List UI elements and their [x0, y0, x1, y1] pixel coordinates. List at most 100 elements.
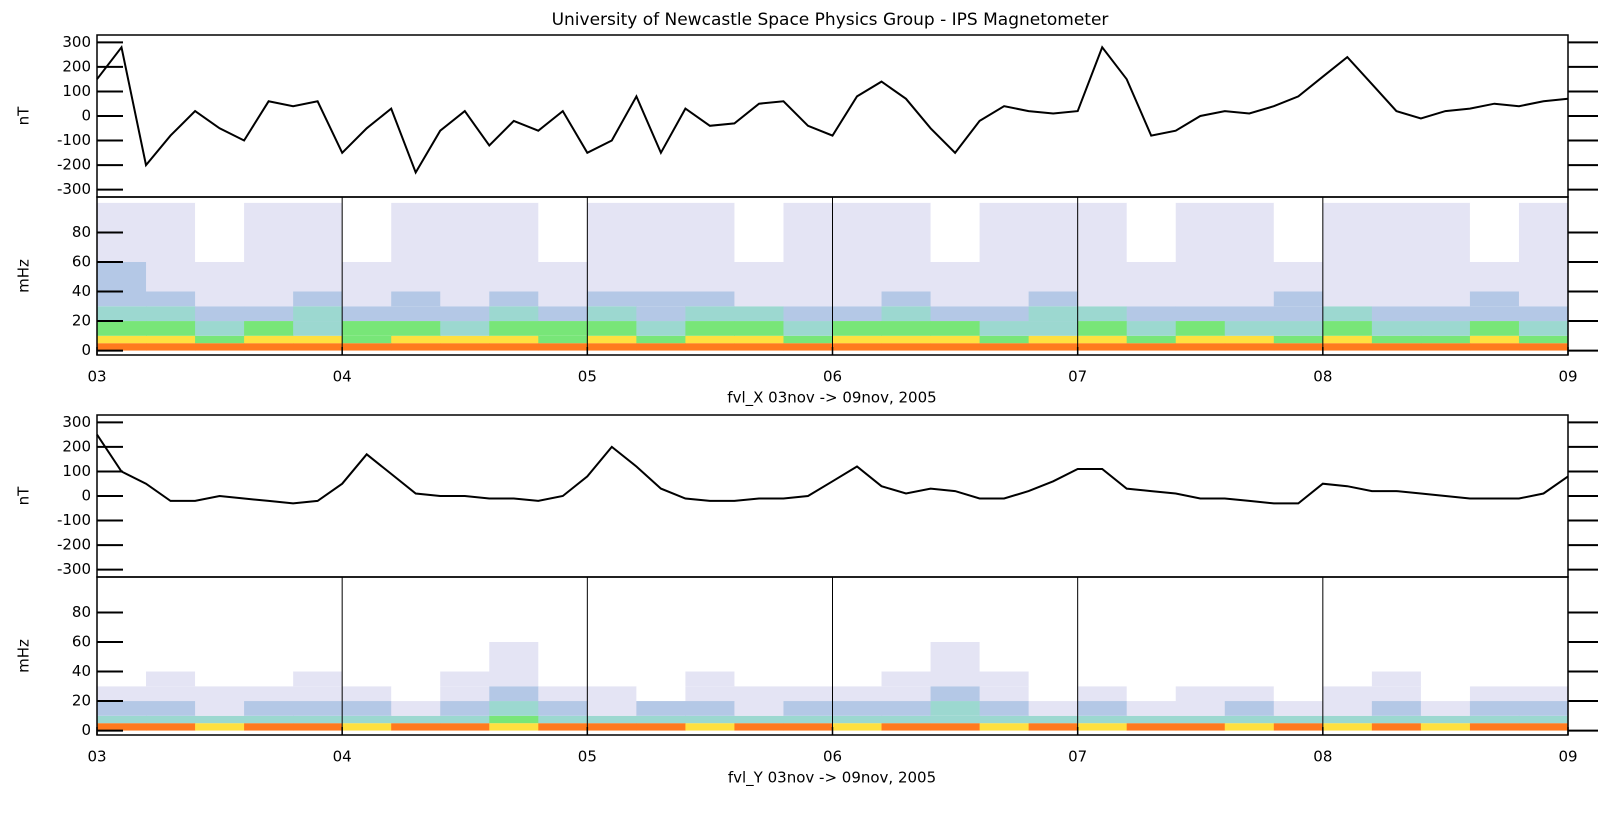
heat-cell — [783, 715, 833, 724]
heat-cell — [587, 291, 637, 307]
heat-cell — [832, 291, 883, 307]
heat-cell — [342, 291, 392, 307]
heat-cell — [1175, 723, 1226, 731]
heat-cell — [440, 335, 490, 344]
heat-cell — [685, 686, 735, 702]
heat-cell — [244, 261, 294, 292]
heat-cell — [734, 641, 784, 672]
heat-cell — [881, 582, 932, 642]
heat-cell — [1469, 291, 1520, 307]
heat-cell — [1273, 321, 1324, 336]
heat-cell — [1371, 671, 1422, 687]
heat-cell — [1273, 291, 1324, 307]
heat-cell — [930, 582, 981, 642]
heat-cell — [1420, 202, 1471, 262]
heat-cell — [1077, 671, 1128, 687]
heat-cell — [391, 671, 441, 687]
heat-cell — [783, 343, 833, 351]
heat-cell — [832, 306, 883, 322]
heat-cell — [1028, 671, 1079, 687]
heat-cell — [146, 701, 196, 716]
heat-cell — [146, 671, 196, 687]
x-tick-label: 03 — [87, 368, 106, 386]
heat-cell — [1224, 723, 1275, 731]
heat-cell — [391, 641, 441, 672]
heat-cell — [342, 261, 392, 292]
heat-cell — [881, 701, 932, 716]
heat-cell — [832, 261, 883, 292]
heat-cell — [1518, 343, 1569, 351]
y-axis-label: nT — [15, 106, 33, 126]
heat-cell — [1469, 343, 1520, 351]
y-tick-label: 0 — [81, 107, 91, 125]
y-tick-label: -100 — [57, 131, 91, 149]
heat-cell — [1126, 202, 1177, 262]
heat-cell — [930, 723, 981, 731]
heat-cell — [1469, 335, 1520, 344]
heat-cell — [1224, 321, 1275, 336]
heat-cell — [881, 261, 932, 292]
heat-cell — [783, 701, 833, 716]
heat-cell — [783, 291, 833, 307]
y-tick-label: 20 — [72, 312, 91, 330]
y-tick-label: 100 — [62, 462, 91, 480]
heat-cell — [489, 582, 539, 642]
heat-cell — [1077, 291, 1128, 307]
heat-cell — [881, 715, 932, 724]
heat-cell — [244, 671, 294, 687]
heat-cell — [832, 715, 883, 724]
heat-cell — [1322, 202, 1373, 262]
heat-cell — [97, 335, 147, 344]
heat-cell — [489, 306, 539, 322]
heat-cell — [293, 261, 343, 292]
heat-cell — [195, 686, 245, 702]
heat-cell — [146, 723, 196, 731]
heat-cell — [1028, 291, 1079, 307]
heat-cell — [979, 715, 1030, 724]
heat-cell — [538, 686, 588, 702]
heat-cell — [1420, 291, 1471, 307]
heat-cell — [832, 321, 883, 336]
heat-cell — [391, 701, 441, 716]
heat-cell — [1371, 335, 1422, 344]
panel: -300 -200 -100 0 100 200 300 nT — [15, 413, 1598, 578]
heat-cell — [440, 686, 490, 702]
y-tick-label: -100 — [57, 511, 91, 529]
heat-cell — [342, 202, 392, 262]
heat-cell — [1077, 343, 1128, 351]
heat-cell — [930, 202, 981, 262]
heat-cell — [342, 715, 392, 724]
heat-cell — [881, 671, 932, 687]
heat-cell — [1077, 306, 1128, 322]
heat-cell — [587, 701, 637, 716]
heat-cell — [293, 701, 343, 716]
heat-cell — [293, 715, 343, 724]
heat-cell — [1077, 701, 1128, 716]
heat-cell — [1224, 202, 1275, 262]
heat-cell — [783, 641, 833, 672]
y-tick-label: 60 — [72, 632, 91, 650]
heat-cell — [146, 343, 196, 351]
heat-cell — [930, 715, 981, 724]
heat-cell — [440, 641, 490, 672]
heat-cell — [1518, 671, 1569, 687]
heat-cell — [979, 202, 1030, 262]
heat-cell — [1322, 641, 1373, 672]
heat-cell — [244, 686, 294, 702]
heat-cell — [881, 641, 932, 672]
heat-cell — [1224, 261, 1275, 292]
heat-cell — [244, 321, 294, 336]
heat-cell — [1224, 701, 1275, 716]
heat-cell — [1371, 715, 1422, 724]
y-tick-label: -300 — [57, 180, 91, 198]
heat-cell — [293, 202, 343, 262]
heat-cell — [1077, 715, 1128, 724]
heat-cell — [195, 671, 245, 687]
heat-cell — [930, 686, 981, 702]
heat-cell — [293, 671, 343, 687]
heat-cell — [146, 291, 196, 307]
heat-cell — [1371, 582, 1422, 642]
heat-cell — [1273, 343, 1324, 351]
heat-cell — [489, 335, 539, 344]
